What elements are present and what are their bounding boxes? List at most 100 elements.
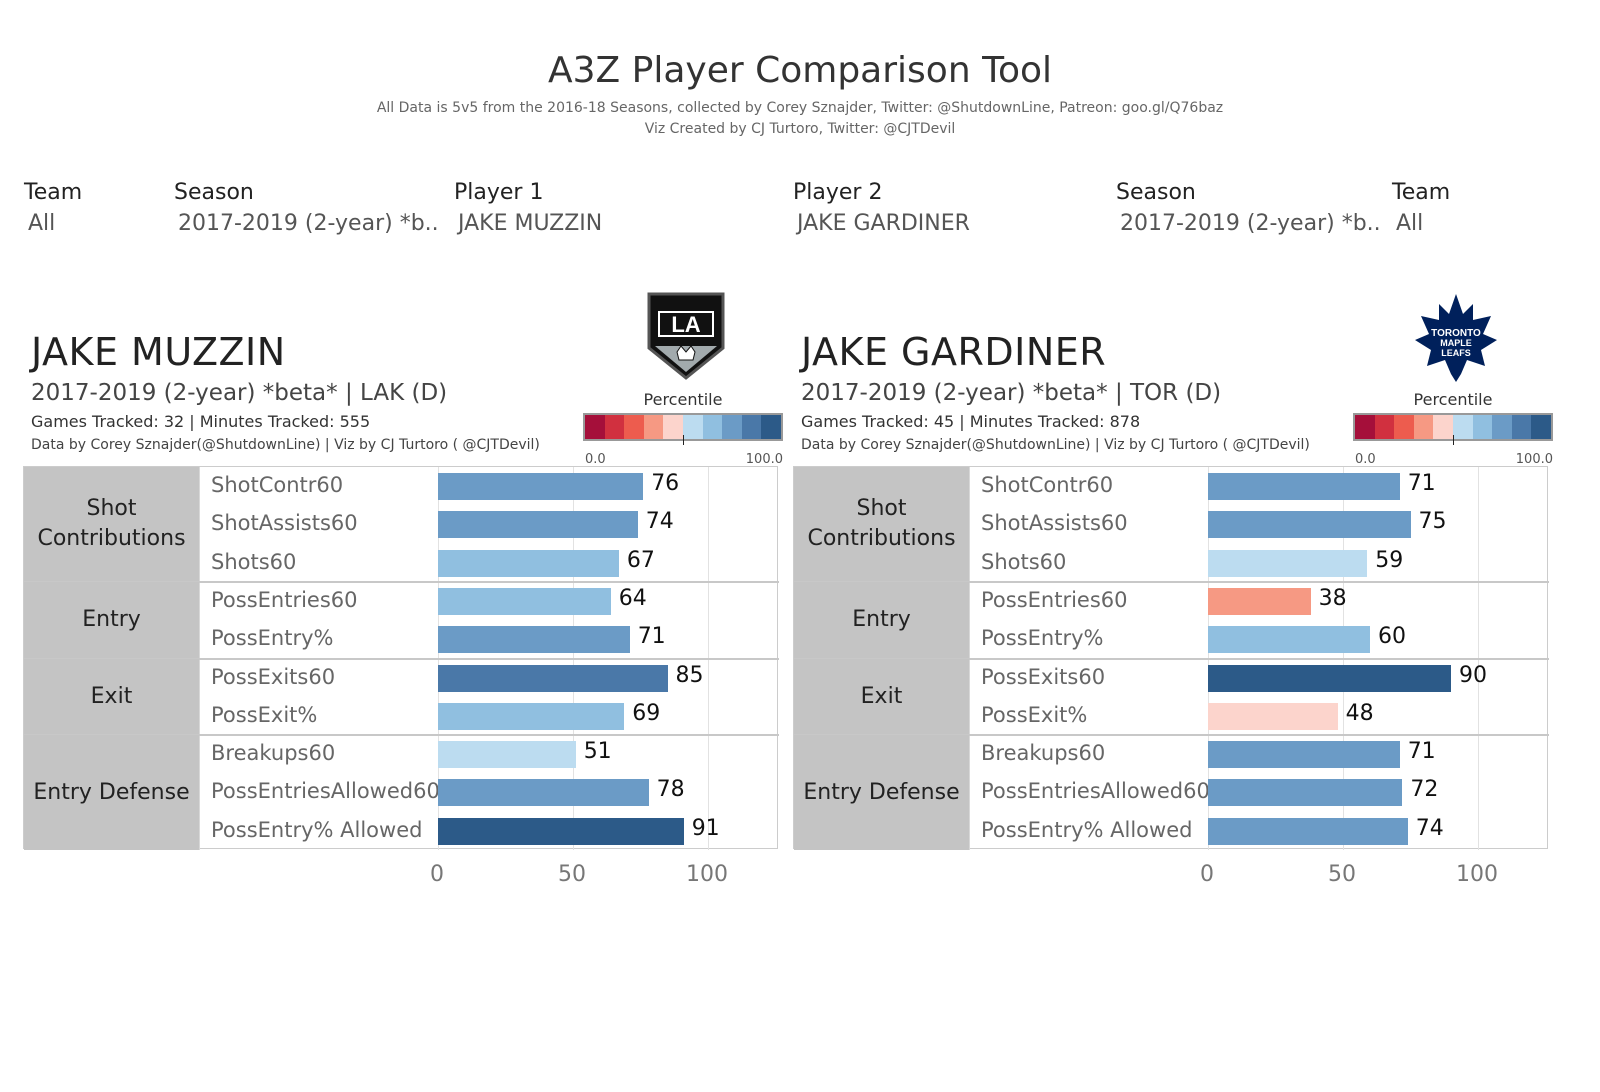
player-panel-2: JAKE GARDINER 2017-2019 (2-year) *beta* |… [793,290,1563,900]
bar-value-label: 90 [1459,662,1487,688]
percentile-bar-chart: Shot Contributions ShotContr60 71 ShotAssis… [793,466,1549,850]
axis-tick-label: 100 [1456,862,1498,887]
metric-label: ShotAssists60 [981,511,1128,536]
bar-value-label: 51 [583,739,612,765]
percentile-bar[interactable] [1208,779,1403,807]
percentile-bar[interactable] [1208,626,1370,654]
group-separator [24,580,779,583]
percentile-bar[interactable] [438,817,684,845]
filter-value[interactable]: All [1396,211,1424,236]
bar-value-label: 91 [691,815,720,841]
axis-tick-label: 0 [1200,862,1214,887]
bar-value-label: 78 [656,777,685,803]
filter-value[interactable]: 2017-2019 (2-year) *b.. [178,211,439,236]
bar-value-label: 59 [1375,547,1404,573]
legend-swatch [761,415,781,439]
maple-leafs-logo-icon: TORONTO MAPLE LEAFS [1411,290,1501,382]
percentile-legend: Percentile 0.0 100.0 [583,390,783,467]
bar-value-label: 75 [1418,509,1447,535]
filter-label: Player 1 [454,180,544,205]
percentile-bar[interactable] [438,587,611,615]
legend-swatch [1531,415,1551,439]
percentile-bar[interactable] [1208,702,1338,730]
bar-value-label: 85 [675,662,704,688]
filter-value[interactable]: All [28,211,56,236]
games-minutes-tracked: Games Tracked: 45 | Minutes Tracked: 878 [801,412,1141,431]
metric-group-header: Exit [794,658,969,736]
logo-text: MAPLE [1440,338,1472,348]
percentile-bar[interactable] [1208,473,1400,500]
filter-label: Season [1116,180,1196,205]
legend-swatch [663,415,683,439]
legend-swatch [702,415,723,439]
metric-label: PossEntry% [211,626,334,651]
legend-title: Percentile [1413,390,1493,409]
metric-label: PossEntriesAllowed60 [211,779,440,804]
axis-tick-label: 100 [686,862,728,887]
group-separator [24,657,779,660]
legend-color-scale [1353,413,1553,445]
group-separator [794,580,1549,583]
percentile-bar[interactable] [1208,587,1311,615]
logo-text: LA [671,312,700,337]
metric-label: Shots60 [211,549,297,574]
la-kings-logo-icon: LA [641,290,731,382]
filter-value[interactable]: JAKE MUZZIN [458,211,603,236]
filter-value[interactable]: JAKE GARDINER [797,211,970,236]
legend-swatch [1511,415,1532,439]
bar-value-label: 69 [632,700,661,726]
legend-swatch [624,415,644,439]
percentile-bar[interactable] [1208,549,1368,577]
percentile-bar[interactable] [438,511,638,539]
metric-label: ShotContr60 [981,473,1114,497]
metric-label: Breakups60 [211,741,336,766]
percentile-bar[interactable] [1208,511,1411,539]
season-filter-1[interactable]: Season 2017-2019 (2-year) *b.. [174,180,439,236]
legend-swatch [722,415,742,439]
filter-label: Season [174,180,254,205]
legend-swatch [1433,415,1453,439]
page-title: A3Z Player Comparison Tool [547,50,1053,91]
metric-label: PossEntry% [981,626,1104,651]
metric-label: ShotAssists60 [211,511,358,536]
percentile-bar[interactable] [1208,817,1408,845]
metric-group-header: Shot Contributions [24,467,199,582]
axis-tick-label: 0 [430,862,444,887]
player-season-team: 2017-2019 (2-year) *beta* | TOR (D) [801,380,1222,406]
metric-label: PossExit% [211,702,318,727]
player-filter-2[interactable]: Player 2 JAKE GARDINER [793,180,970,236]
percentile-bar[interactable] [1208,741,1400,769]
percentile-bar[interactable] [438,741,576,769]
percentile-bar[interactable] [438,473,644,500]
legend-swatch [1452,415,1473,439]
player-name: JAKE GARDINER [801,330,1107,374]
team-filter-1[interactable]: Team All [24,180,82,236]
metric-label: PossEntries60 [211,587,358,612]
legend-swatch [1374,415,1395,439]
percentile-legend: Percentile 0.0 100.0 [1353,390,1553,467]
metric-label: ShotContr60 [211,473,344,497]
percentile-bar[interactable] [438,549,619,577]
metric-label: Breakups60 [981,741,1106,766]
team-filter-2[interactable]: Team All [1392,180,1450,236]
bar-value-label: 72 [1410,777,1439,803]
legend-swatch [1355,415,1375,439]
percentile-bar[interactable] [1208,664,1451,692]
legend-swatch [1413,415,1434,439]
group-separator [24,734,779,737]
percentile-bar[interactable] [438,664,668,692]
season-filter-2[interactable]: Season 2017-2019 (2-year) *b.. [1116,180,1381,236]
percentile-bar[interactable] [438,702,625,730]
percentile-bar[interactable] [438,779,649,807]
axis-tick-label: 50 [558,862,586,887]
bar-value-label: 67 [626,547,655,573]
legend-swatch [1492,415,1512,439]
percentile-bar[interactable] [438,626,630,654]
bar-value-label: 60 [1378,624,1406,650]
data-credit: Data by Corey Sznajder(@ShutdownLine) | … [31,437,540,453]
player-filter-1[interactable]: Player 1 JAKE MUZZIN [454,180,602,236]
metric-label: PossEntry% Allowed [211,817,423,842]
filter-value[interactable]: 2017-2019 (2-year) *b.. [1120,211,1381,236]
metric-group-header: Shot Contributions [794,467,969,582]
legend-swatch [1394,415,1414,439]
